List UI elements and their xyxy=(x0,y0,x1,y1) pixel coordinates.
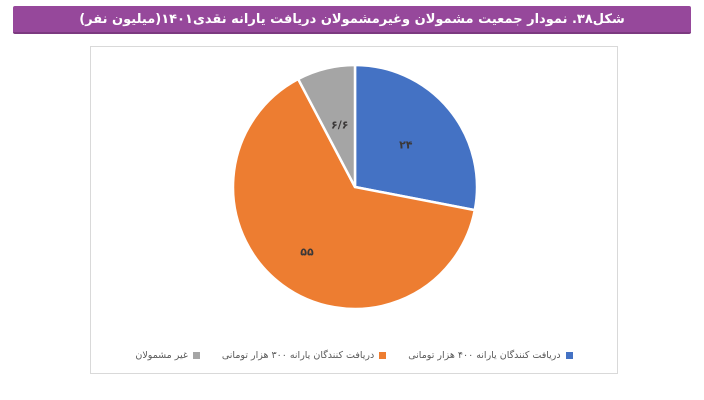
pie-slice-1 xyxy=(231,77,477,311)
legend-entry-not-eligible: غیر مشمولان xyxy=(135,350,200,361)
pie-slice-0 xyxy=(353,63,479,212)
legend-entry-300k: دریافت کنندگان یارانه ۳۰۰ هزار تومانی xyxy=(221,350,387,361)
chart-panel: ۲۴ ۵۵ ۶/۶ غیر مشمولان دریافت کنندگان یاران… xyxy=(90,46,618,374)
pie-slice-label-2: ۶/۶ xyxy=(331,118,349,132)
pie-slice-label-0: ۲۴ xyxy=(399,138,413,152)
pie-slice-2 xyxy=(296,63,357,189)
legend-label: دریافت کنندگان یارانه ۴۰۰ هزار تومانی xyxy=(408,350,561,361)
chart-legend: غیر مشمولان دریافت کنندگان یارانه ۳۰۰ هز… xyxy=(91,350,617,361)
figure-title: شکل۳۸. نمودار جمعیت مشمولان وغیرمشمولان … xyxy=(79,11,625,27)
pie-slice-label-1: ۵۵ xyxy=(300,245,314,259)
legend-label: دریافت کنندگان یارانه ۳۰۰ هزار تومانی xyxy=(221,350,375,361)
pie-chart-svg xyxy=(231,63,479,311)
legend-swatch-blue xyxy=(565,352,573,359)
figure-title-banner: شکل۳۸. نمودار جمعیت مشمولان وغیرمشمولان … xyxy=(13,6,691,34)
legend-label: غیر مشمولان xyxy=(135,350,188,361)
legend-entry-400k: دریافت کنندگان یارانه ۴۰۰ هزار تومانی xyxy=(408,350,573,361)
pie-chart: ۲۴ ۵۵ ۶/۶ xyxy=(225,57,485,317)
legend-swatch-orange xyxy=(379,352,387,359)
legend-swatch-gray xyxy=(192,352,200,359)
